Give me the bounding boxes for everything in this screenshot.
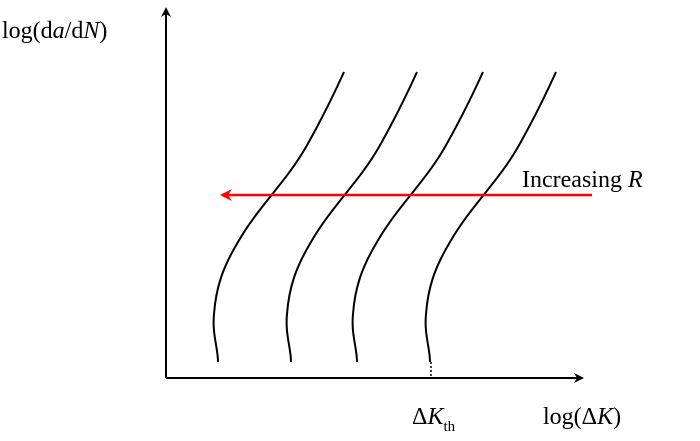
increasing-r-label: Increasing R	[522, 167, 643, 193]
x-axis-label: log(ΔK)	[543, 404, 621, 430]
y-label-suffix: )	[99, 18, 107, 44]
delta-symbol: Δ	[412, 404, 427, 430]
y-label-prefix: log(d	[2, 18, 53, 44]
curves-group	[212, 71, 557, 363]
x-label-prefix: log(Δ	[543, 404, 597, 430]
increasing-word: Increasing	[522, 167, 628, 193]
crack-growth-curve-1	[212, 71, 345, 363]
y-label-mid: /d	[65, 18, 84, 44]
th-subscript: th	[443, 419, 455, 435]
x-label-suffix: )	[613, 404, 621, 430]
y-label-N: N	[82, 18, 101, 44]
y-axis-label: log(da/dN)	[2, 18, 107, 44]
crack-growth-curve-4	[424, 71, 557, 363]
delta-k-th-label: ΔKth	[412, 404, 456, 435]
y-label-a: a	[53, 18, 65, 44]
crack-growth-curve-3	[351, 71, 484, 363]
x-label-K: K	[596, 404, 615, 430]
k-symbol: K	[426, 404, 445, 430]
r-symbol: R	[627, 167, 643, 193]
crack-growth-curve-2	[285, 71, 418, 363]
